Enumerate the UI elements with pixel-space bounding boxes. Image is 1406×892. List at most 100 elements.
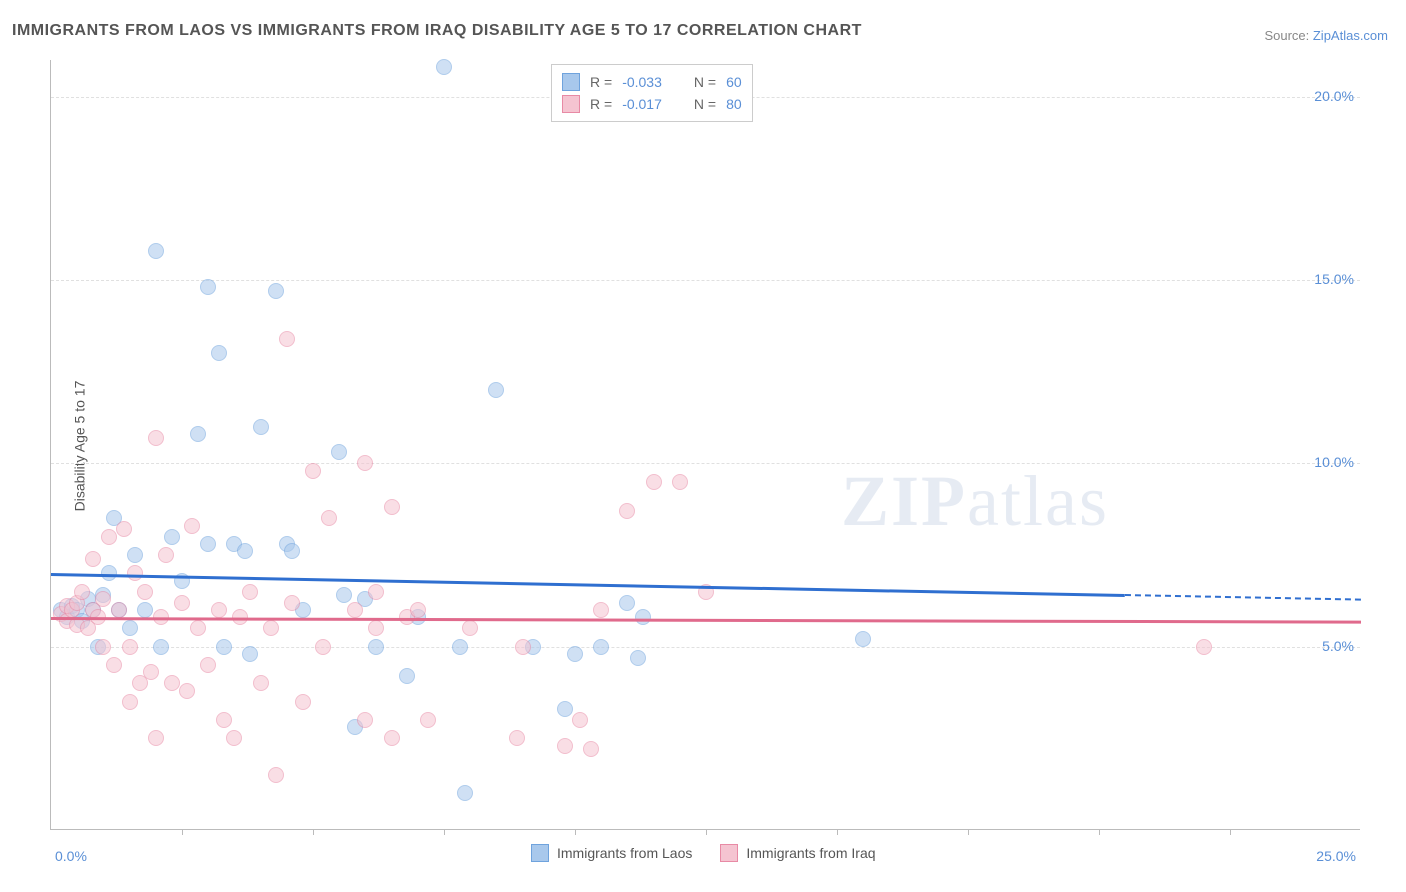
- y-tick-label: 20.0%: [1314, 88, 1354, 104]
- watermark-atlas: atlas: [967, 461, 1109, 541]
- scatter-point: [295, 694, 311, 710]
- scatter-point: [347, 602, 363, 618]
- x-tick: [1230, 829, 1231, 835]
- trend-line: [51, 573, 1125, 597]
- scatter-point: [357, 455, 373, 471]
- chart-title: IMMIGRANTS FROM LAOS VS IMMIGRANTS FROM …: [12, 22, 862, 40]
- scatter-point: [336, 587, 352, 603]
- legend-swatch: [562, 95, 580, 113]
- scatter-point: [357, 712, 373, 728]
- r-value: -0.017: [622, 93, 662, 115]
- legend-label: Immigrants from Iraq: [746, 845, 875, 861]
- scatter-point: [368, 584, 384, 600]
- scatter-point: [436, 59, 452, 75]
- scatter-point: [153, 639, 169, 655]
- source-attribution: Source: ZipAtlas.com: [1264, 28, 1388, 43]
- scatter-point: [122, 694, 138, 710]
- scatter-point: [85, 551, 101, 567]
- legend-swatch: [562, 73, 580, 91]
- scatter-point: [200, 657, 216, 673]
- scatter-point: [137, 602, 153, 618]
- scatter-point: [452, 639, 468, 655]
- r-value: -0.033: [622, 71, 662, 93]
- y-tick-label: 15.0%: [1314, 271, 1354, 287]
- source-link[interactable]: ZipAtlas.com: [1313, 28, 1388, 43]
- scatter-point: [253, 675, 269, 691]
- scatter-point: [122, 639, 138, 655]
- watermark: ZIPatlas: [841, 460, 1109, 543]
- scatter-point: [593, 602, 609, 618]
- scatter-point: [462, 620, 478, 636]
- scatter-point: [410, 602, 426, 618]
- scatter-point: [583, 741, 599, 757]
- scatter-point: [315, 639, 331, 655]
- scatter-point: [127, 547, 143, 563]
- scatter-point: [143, 664, 159, 680]
- scatter-point: [226, 730, 242, 746]
- scatter-point: [148, 430, 164, 446]
- scatter-point: [95, 639, 111, 655]
- scatter-point: [420, 712, 436, 728]
- x-tick: [968, 829, 969, 835]
- scatter-point: [384, 499, 400, 515]
- scatter-point: [148, 243, 164, 259]
- watermark-zip: ZIP: [841, 461, 967, 541]
- scatter-point: [211, 602, 227, 618]
- x-tick: [313, 829, 314, 835]
- scatter-point: [216, 712, 232, 728]
- stats-row: R =-0.033N =60: [562, 71, 742, 93]
- scatter-point: [268, 283, 284, 299]
- stats-legend-box: R =-0.033N =60R =-0.017N =80: [551, 64, 753, 122]
- scatter-point: [384, 730, 400, 746]
- legend-item: Immigrants from Laos: [531, 844, 692, 862]
- scatter-point: [237, 543, 253, 559]
- scatter-point: [509, 730, 525, 746]
- x-tick-label: 25.0%: [1316, 848, 1356, 864]
- x-tick: [837, 829, 838, 835]
- scatter-point: [148, 730, 164, 746]
- scatter-point: [515, 639, 531, 655]
- scatter-point: [572, 712, 588, 728]
- scatter-point: [635, 609, 651, 625]
- scatter-point: [557, 738, 573, 754]
- scatter-point: [619, 595, 635, 611]
- scatter-point: [95, 591, 111, 607]
- n-value: 80: [726, 93, 742, 115]
- chart-container: IMMIGRANTS FROM LAOS VS IMMIGRANTS FROM …: [0, 0, 1406, 892]
- scatter-point: [368, 620, 384, 636]
- scatter-point: [184, 518, 200, 534]
- legend-swatch: [720, 844, 738, 862]
- r-label: R =: [590, 93, 612, 115]
- scatter-point: [284, 595, 300, 611]
- scatter-point: [216, 639, 232, 655]
- gridline: [51, 280, 1360, 281]
- x-tick: [706, 829, 707, 835]
- scatter-point: [174, 595, 190, 611]
- scatter-point: [331, 444, 347, 460]
- scatter-point: [101, 529, 117, 545]
- scatter-point: [630, 650, 646, 666]
- scatter-point: [321, 510, 337, 526]
- scatter-point: [242, 584, 258, 600]
- scatter-point: [200, 536, 216, 552]
- scatter-point: [158, 547, 174, 563]
- x-tick-label: 0.0%: [55, 848, 87, 864]
- scatter-point: [268, 767, 284, 783]
- scatter-point: [567, 646, 583, 662]
- y-tick-label: 10.0%: [1314, 454, 1354, 470]
- legend-swatch: [531, 844, 549, 862]
- x-tick: [444, 829, 445, 835]
- scatter-point: [211, 345, 227, 361]
- x-tick: [575, 829, 576, 835]
- scatter-point: [368, 639, 384, 655]
- scatter-point: [619, 503, 635, 519]
- x-tick: [1099, 829, 1100, 835]
- scatter-point: [488, 382, 504, 398]
- scatter-point: [200, 279, 216, 295]
- legend-item: Immigrants from Iraq: [720, 844, 875, 862]
- scatter-point: [106, 657, 122, 673]
- scatter-point: [137, 584, 153, 600]
- scatter-point: [593, 639, 609, 655]
- plot-area: ZIPatlas 5.0%10.0%15.0%20.0%0.0%25.0%R =…: [50, 60, 1360, 830]
- r-label: R =: [590, 71, 612, 93]
